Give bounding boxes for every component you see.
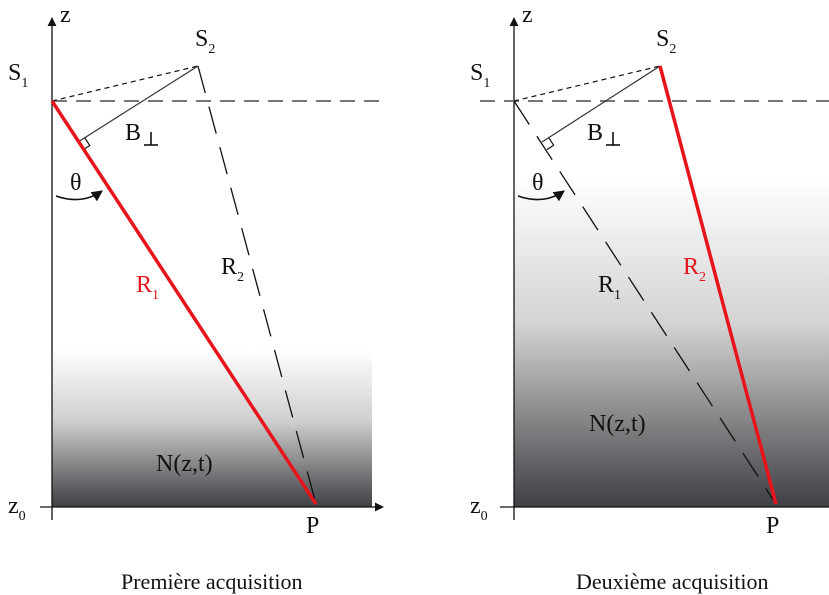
s2-label: S2 xyxy=(195,26,215,57)
b-perp-label: B xyxy=(587,120,603,146)
theta-arc-arrow xyxy=(55,190,103,202)
right-angle-mark xyxy=(82,137,91,151)
z0-label: z0 xyxy=(470,493,488,524)
range-r2-line xyxy=(658,65,778,505)
range-r1-line xyxy=(513,100,777,505)
theta-label: θ xyxy=(532,170,544,196)
r1-label: R1 xyxy=(598,272,621,303)
right-angle-mark xyxy=(546,137,555,151)
caption-first: Première acquisition xyxy=(121,569,302,594)
medium-gradient xyxy=(514,175,829,507)
r1-label: R1 xyxy=(136,272,159,303)
point-p-label: P xyxy=(306,513,319,539)
perp-symbol-icon xyxy=(144,132,158,146)
perpendicular-baseline xyxy=(541,65,661,143)
b-perp-label: B xyxy=(125,120,141,146)
perpendicular-baseline xyxy=(77,65,199,143)
theta-arc-arrow xyxy=(517,190,565,202)
medium-gradient xyxy=(52,350,372,507)
perp-symbol-icon xyxy=(606,132,620,146)
medium-label: N(z,t) xyxy=(589,411,646,437)
range-r2-line xyxy=(197,65,317,505)
r2-label: R2 xyxy=(683,254,706,285)
z0-label: z0 xyxy=(8,493,26,524)
range-r1-line xyxy=(50,100,318,505)
theta-label: θ xyxy=(70,170,82,196)
r2-label: R2 xyxy=(221,254,244,285)
medium-label: N(z,t) xyxy=(156,451,213,477)
panel-first-acquisition: z S1 S2 B θ R1 R2 N(z,t) z0 P Première a… xyxy=(8,2,384,594)
z-axis-label: z xyxy=(522,2,533,28)
point-p-label: P xyxy=(766,513,779,539)
s1-label: S1 xyxy=(8,60,28,91)
s1-label: S1 xyxy=(470,60,490,91)
baseline-dashed xyxy=(51,65,199,102)
panel-second-acquisition: z S1 S2 B θ R1 R2 N(z,t) z0 P Deuxième a… xyxy=(470,2,829,594)
s2-label: S2 xyxy=(656,26,676,57)
baseline-dashed xyxy=(513,65,661,102)
caption-second: Deuxième acquisition xyxy=(576,569,768,594)
z-axis-label: z xyxy=(60,2,71,28)
